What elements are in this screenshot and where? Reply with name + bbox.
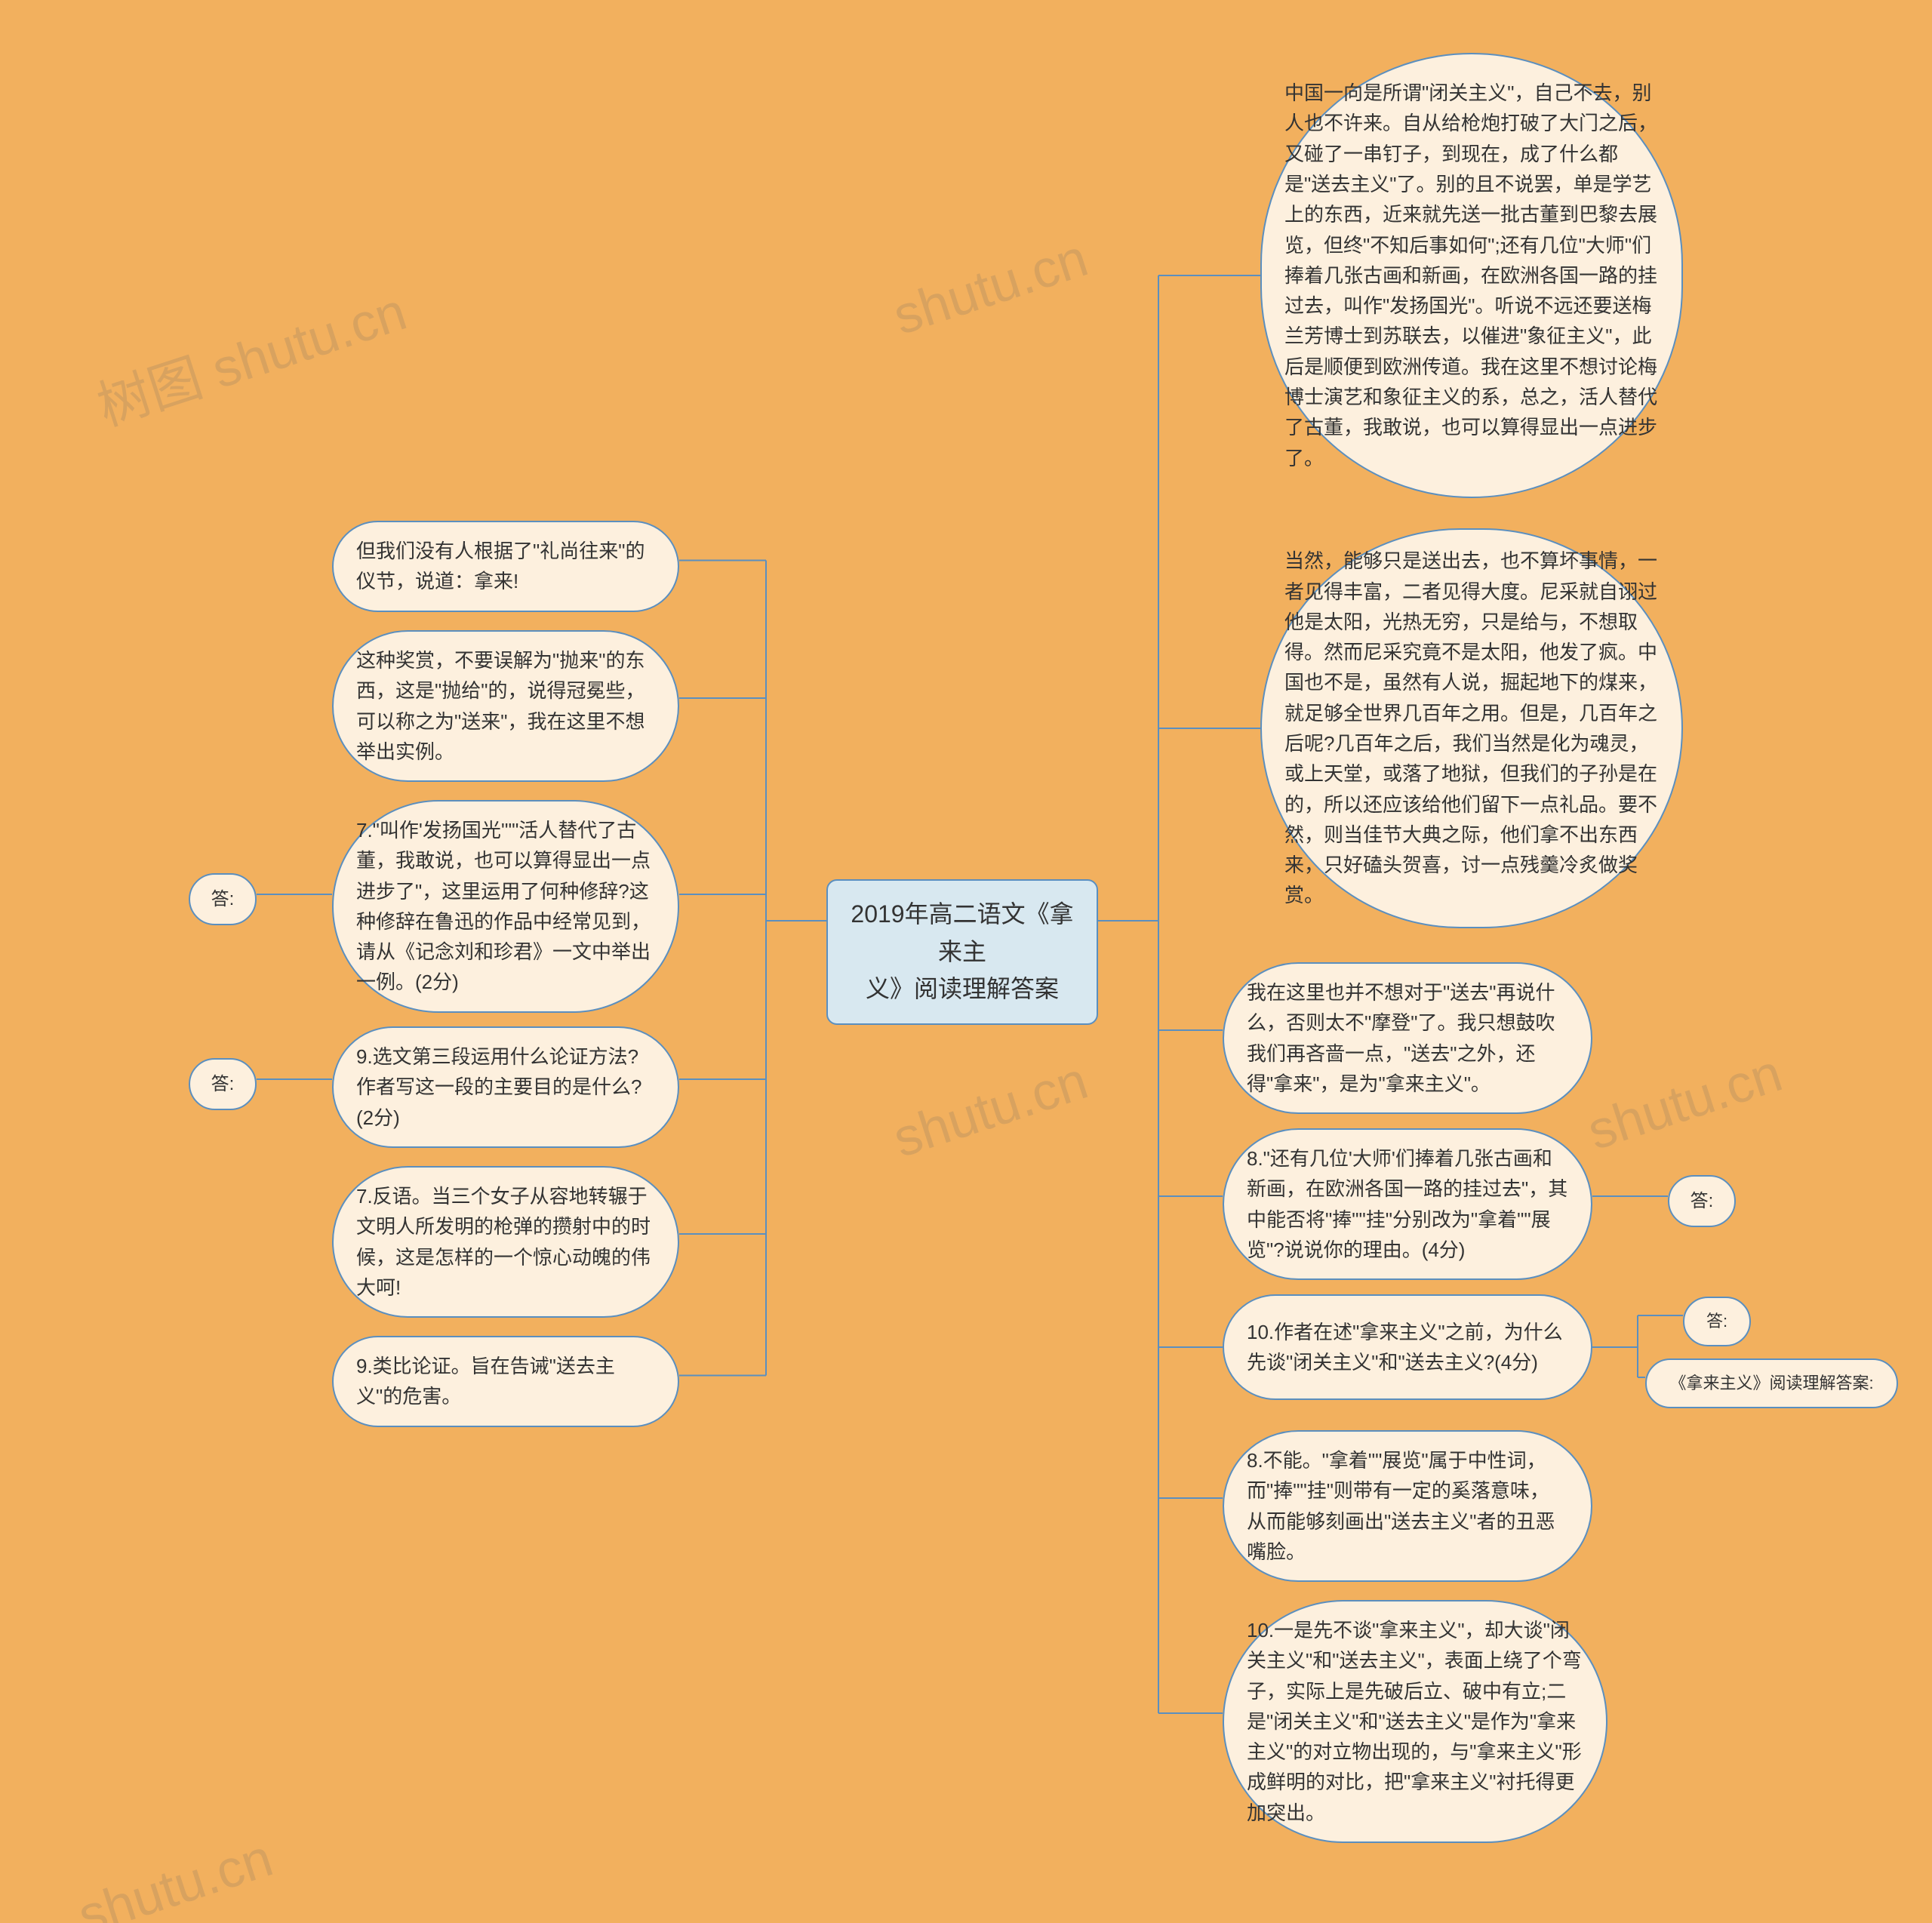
mindmap-node: 8."还有几位'大师'们捧着几张古画和新画，在欧洲各国一路的挂过去"，其中能否将… [1223,1128,1592,1280]
mindmap-node: 7.反语。当三个女子从容地转辗于文明人所发明的枪弹的攒射中的时候，这是怎样的一个… [332,1166,679,1318]
mindmap-node: 当然，能够只是送出去，也不算坏事情，一者见得丰富，二者见得大度。尼采就自诩过他是… [1260,528,1683,928]
mindmap-node: 我在这里也并不想对于"送去"再说什么，否则太不"摩登"了。我只想鼓吹我们再吝啬一… [1223,962,1592,1114]
node-text: 10.一是先不谈"拿来主义"，却大谈"闭关主义"和"送去主义"，表面上绕了个弯子… [1247,1615,1583,1828]
node-text: 7.反语。当三个女子从容地转辗于文明人所发明的枪弹的攒射中的时候，这是怎样的一个… [356,1181,655,1303]
answer-label: 答: [189,1058,257,1110]
node-text: 8.不能。"拿着""展览"属于中性词，而"捧""挂"则带有一定的奚落意味，从而能… [1247,1445,1568,1567]
node-text: 我在这里也并不想对于"送去"再说什么，否则太不"摩登"了。我只想鼓吹我们再吝啬一… [1247,977,1568,1099]
mindmap-node: 中国一向是所谓"闭关主义"，自己不去，别人也不许来。自从给枪炮打破了大门之后，又… [1260,53,1683,498]
mindmap-node: 这种奖赏，不要误解为"抛来"的东西，这是"抛给"的，说得冠冕些，可以称之为"送来… [332,630,679,782]
node-text: 7."叫作'发扬国光'""活人替代了古董，我敢说，也可以算得显出一点进步了"，这… [356,815,655,998]
mindmap-node: 10.一是先不谈"拿来主义"，却大谈"闭关主义"和"送去主义"，表面上绕了个弯子… [1223,1600,1607,1843]
center-topic: 2019年高二语文《拿来主 义》阅读理解答案 [826,879,1098,1025]
mindmap-node: 9.选文第三段运用什么论证方法?作者写这一段的主要目的是什么?(2分) [332,1026,679,1148]
node-text: 10.作者在述"拿来主义"之前，为什么先谈"闭关主义"和"送去主义?(4分) [1247,1317,1568,1378]
mindmap-node: 10.作者在述"拿来主义"之前，为什么先谈"闭关主义"和"送去主义?(4分) [1223,1294,1592,1400]
node-text: 当然，能够只是送出去，也不算坏事情，一者见得丰富，二者见得大度。尼采就自诩过他是… [1284,546,1659,911]
node-text: 9.选文第三段运用什么论证方法?作者写这一段的主要目的是什么?(2分) [356,1041,655,1133]
answer-label: 答: [1668,1175,1736,1227]
node-text: 8."还有几位'大师'们捧着几张古画和新画，在欧洲各国一路的挂过去"，其中能否将… [1247,1143,1568,1265]
node-text: 9.类比论证。旨在告诫"送去主义"的危害。 [356,1351,655,1412]
sub-node: 《拿来主义》阅读理解答案: [1645,1358,1898,1408]
mindmap-node: 7."叫作'发扬国光'""活人替代了古董，我敢说，也可以算得显出一点进步了"，这… [332,800,679,1013]
sub-node: 答: [1683,1297,1751,1346]
node-text: 但我们没有人根据了"礼尚往来"的仪节，说道：拿来! [356,536,655,597]
center-topic-text: 2019年高二语文《拿来主 义》阅读理解答案 [846,896,1078,1008]
mindmap-node: 但我们没有人根据了"礼尚往来"的仪节，说道：拿来! [332,521,679,612]
answer-label: 答: [189,873,257,925]
mindmap-node: 9.类比论证。旨在告诫"送去主义"的危害。 [332,1336,679,1427]
mindmap-node: 8.不能。"拿着""展览"属于中性词，而"捧""挂"则带有一定的奚落意味，从而能… [1223,1430,1592,1582]
node-text: 中国一向是所谓"闭关主义"，自己不去，别人也不许来。自从给枪炮打破了大门之后，又… [1284,78,1659,473]
node-text: 这种奖赏，不要误解为"抛来"的东西，这是"抛给"的，说得冠冕些，可以称之为"送来… [356,645,655,767]
